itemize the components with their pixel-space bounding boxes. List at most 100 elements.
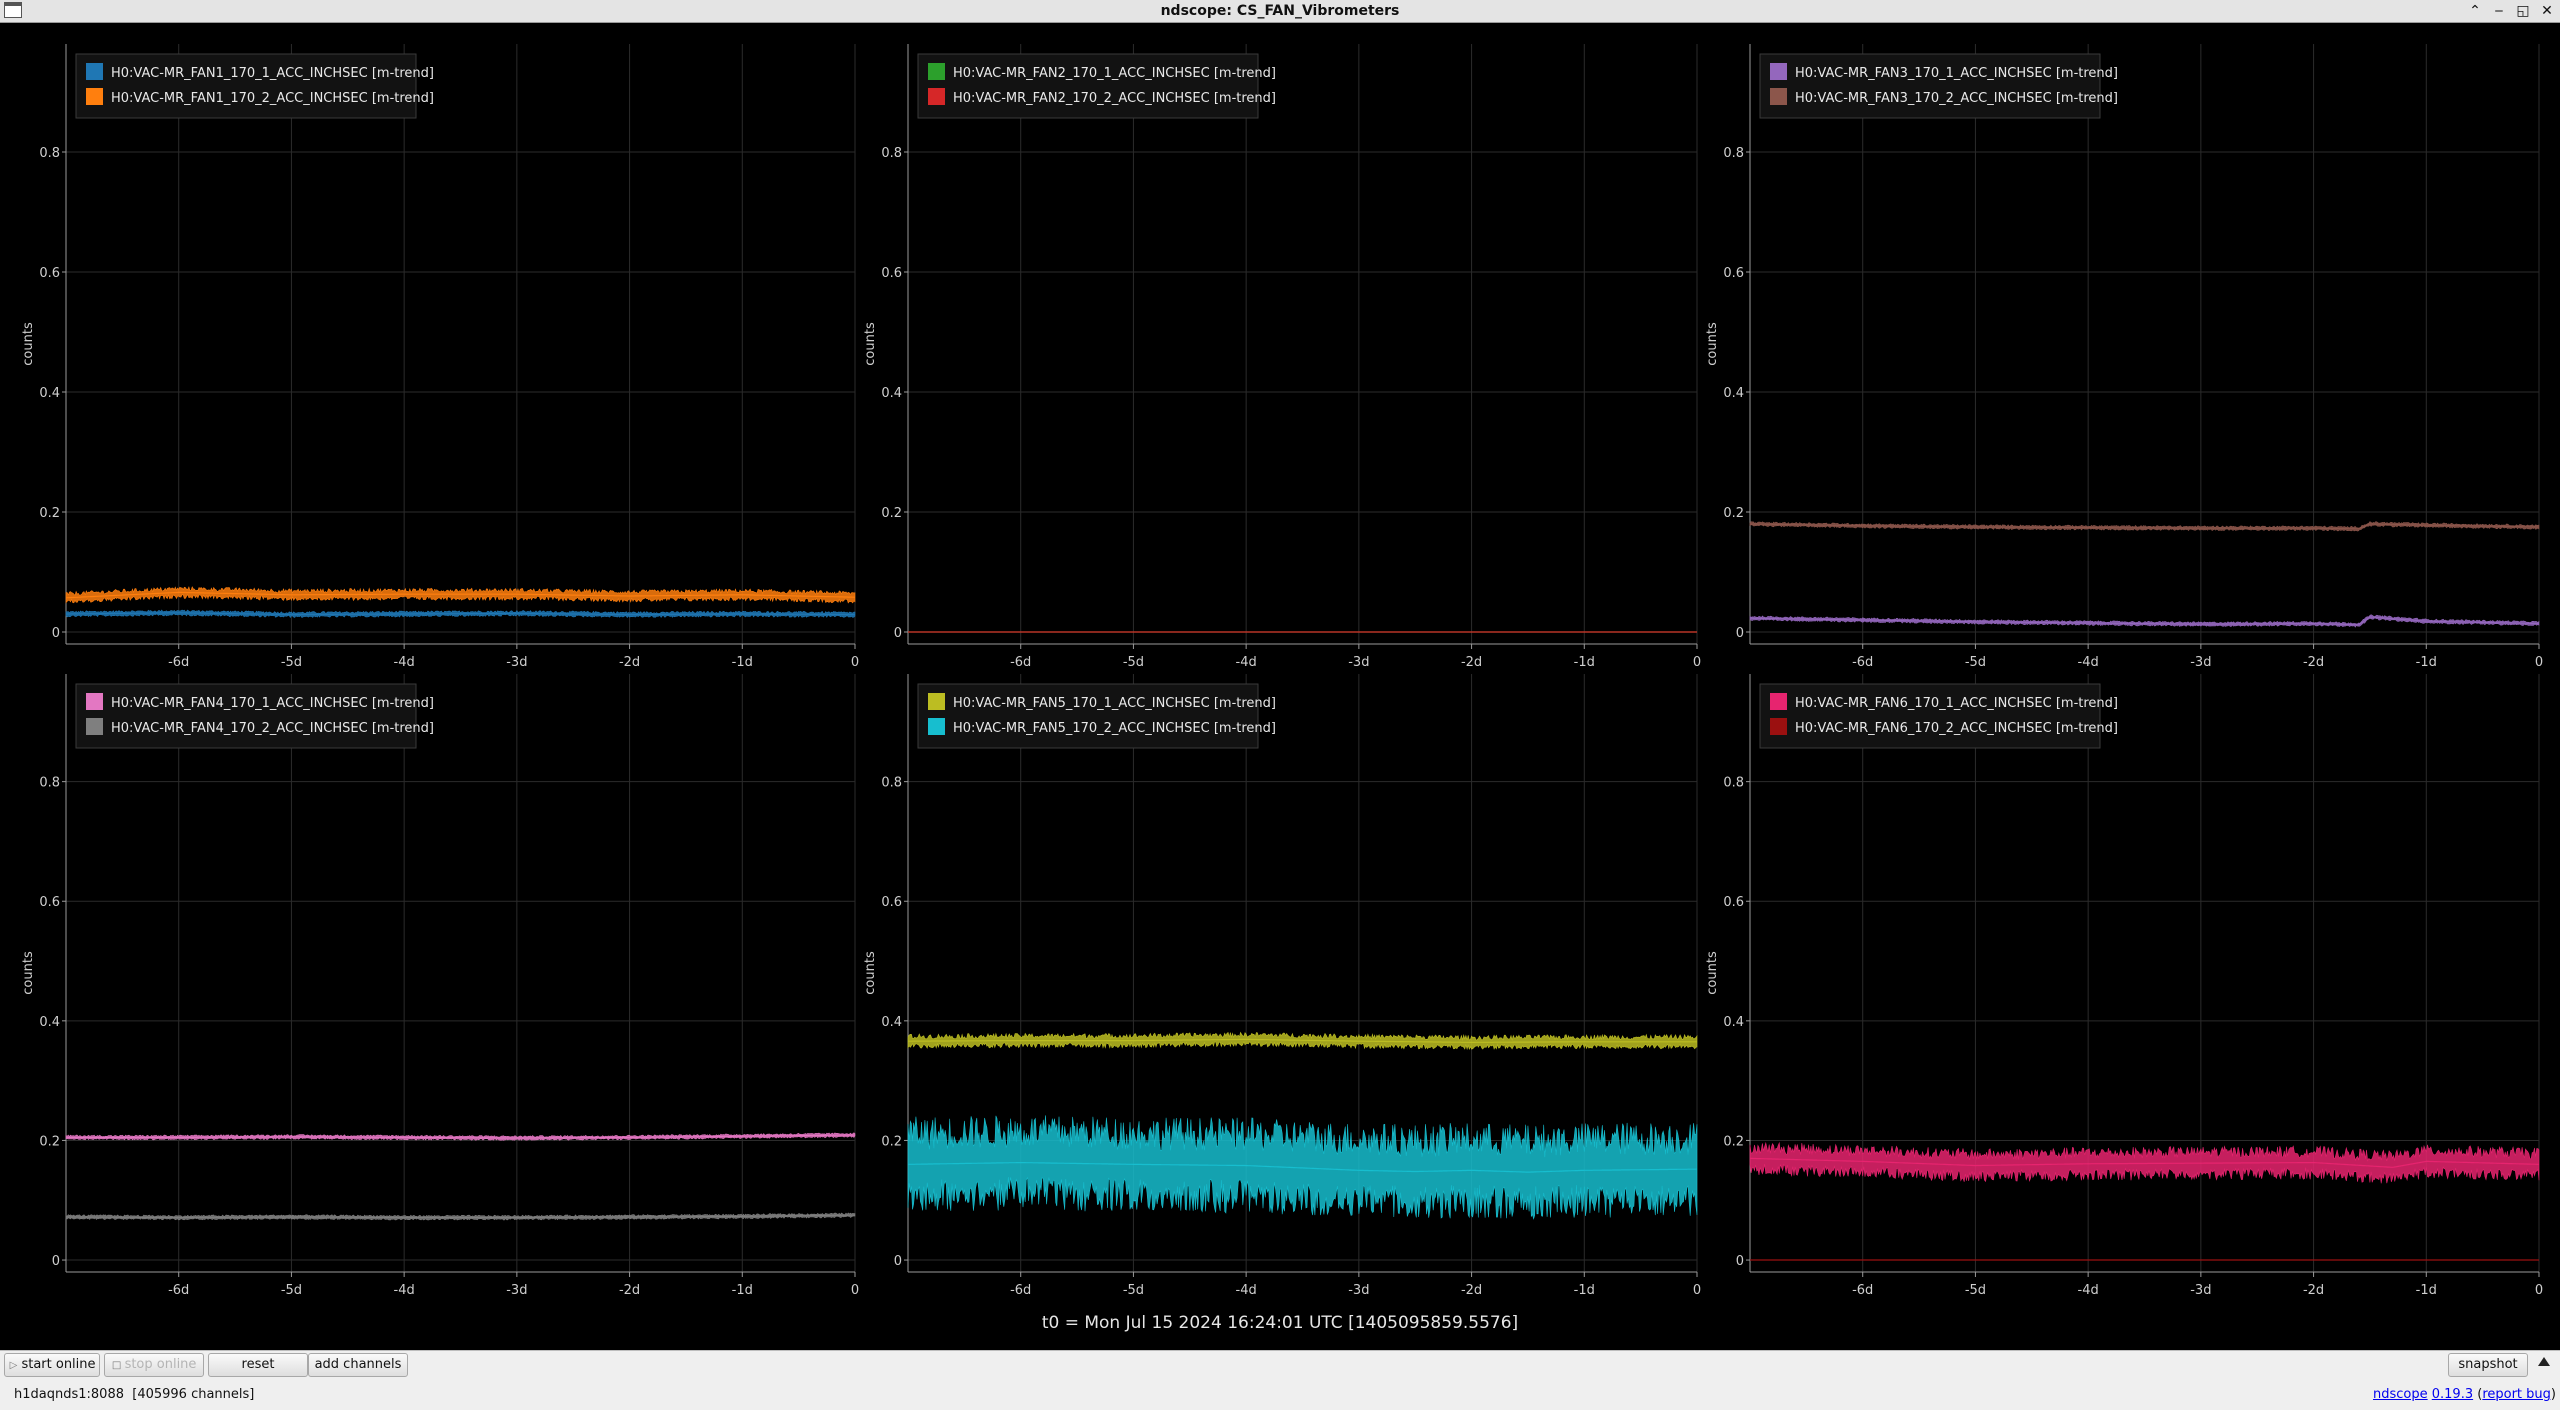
x-tick-label: -1d bbox=[1574, 1283, 1595, 1298]
x-tick-label: -6d bbox=[1852, 1283, 1873, 1298]
y-tick-label: 0.8 bbox=[1723, 776, 1744, 791]
plot-grid: 0 0.2 0.4 0.6 0.8 -6d -5d -4d -3d -2d -1d 0 counts H0… bbox=[21, 44, 2543, 1298]
stop-online-button[interactable]: □ stop online bbox=[104, 1353, 204, 1377]
x-tick-label: 0 bbox=[2535, 655, 2543, 670]
start-online-button[interactable]: ▷ start online bbox=[4, 1353, 100, 1377]
ndscope-link[interactable]: ndscope bbox=[2372, 1387, 2428, 1402]
stop-online-label: stop online bbox=[124, 1357, 197, 1372]
legend-swatch-1 bbox=[86, 693, 103, 710]
x-tick-label: -3d bbox=[1348, 1283, 1369, 1298]
x-tick-label: -2d bbox=[619, 1283, 640, 1298]
report-paren-open: ( bbox=[2477, 1387, 2483, 1402]
start-online-label: start online bbox=[21, 1357, 96, 1372]
legend-swatch-2 bbox=[928, 718, 945, 735]
series-line-1 bbox=[1750, 1157, 2540, 1168]
series-line-2 bbox=[1750, 523, 2539, 530]
x-tick-label: -6d bbox=[1852, 655, 1873, 670]
snapshot-button[interactable]: snapshot bbox=[2448, 1353, 2528, 1377]
x-tick-label: 0 bbox=[2535, 1283, 2543, 1298]
x-tick-label: -2d bbox=[1461, 655, 1482, 670]
legend-box bbox=[75, 53, 417, 119]
y-tick-label: 0 bbox=[52, 1254, 60, 1269]
x-tick-label: -1d bbox=[732, 1283, 753, 1298]
plot-area bbox=[66, 674, 855, 1272]
y-tick-label: 0.2 bbox=[39, 1134, 60, 1149]
y-tick-label: 0.8 bbox=[881, 776, 902, 791]
y-tick-label: 0.2 bbox=[39, 506, 60, 521]
plot-area bbox=[908, 44, 1697, 644]
legend-box bbox=[1759, 53, 2101, 119]
x-tick-label: -5d bbox=[1123, 655, 1144, 670]
legend-entry-1: H0:VAC-MR_FAN1_170_1_ACC_INCHSEC [m-tren… bbox=[111, 66, 434, 81]
y-tick-label: 0.4 bbox=[881, 1015, 902, 1030]
y-tick-label: 0 bbox=[1736, 1254, 1744, 1269]
legend-entry-2: H0:VAC-MR_FAN1_170_2_ACC_INCHSEC [m-tren… bbox=[111, 91, 434, 106]
app-window-icon bbox=[4, 2, 22, 18]
series-line-1 bbox=[1750, 616, 2539, 626]
legend-swatch-1 bbox=[928, 693, 945, 710]
x-tick-label: -3d bbox=[506, 655, 527, 670]
x-tick-label: -1d bbox=[2416, 655, 2437, 670]
play-icon: ▷ bbox=[9, 1360, 18, 1371]
y-tick-label: 0.8 bbox=[881, 146, 902, 161]
window-controls: ⌃ ‒ ◱ ✕ bbox=[2468, 0, 2554, 22]
y-axis-label: counts bbox=[863, 951, 878, 995]
x-tick-label: -4d bbox=[1236, 1283, 1257, 1298]
x-tick-label: -3d bbox=[2190, 1283, 2211, 1298]
y-axis-label: counts bbox=[863, 322, 878, 366]
legend-swatch-1 bbox=[1770, 63, 1787, 80]
legend-box bbox=[75, 683, 417, 749]
reset-label: reset bbox=[241, 1357, 275, 1372]
window-titlebar: ndscope: CS_FAN_Vibrometers ⌃ ‒ ◱ ✕ bbox=[0, 0, 2560, 23]
x-tick-label: -6d bbox=[1010, 1283, 1031, 1298]
add-channels-button[interactable]: add channels bbox=[308, 1353, 408, 1377]
series-band-2 bbox=[907, 1115, 1698, 1220]
version-link[interactable]: 0.19.3 bbox=[2431, 1387, 2474, 1402]
x-tick-label: -3d bbox=[1348, 655, 1369, 670]
y-tick-label: 0.8 bbox=[39, 146, 60, 161]
window-title: ndscope: CS_FAN_Vibrometers bbox=[1160, 3, 1400, 19]
snapshot-label: snapshot bbox=[2458, 1357, 2518, 1372]
stop-icon: □ bbox=[111, 1360, 122, 1371]
legend-entry-2: H0:VAC-MR_FAN4_170_2_ACC_INCHSEC [m-tren… bbox=[111, 721, 434, 736]
y-axis-label: counts bbox=[1705, 951, 1720, 995]
x-tick-label: -1d bbox=[732, 655, 753, 670]
keep-above-icon[interactable]: ⌃ bbox=[2469, 3, 2481, 19]
y-tick-label: 0.2 bbox=[1723, 506, 1744, 521]
legend-box bbox=[917, 53, 1259, 119]
x-tick-label: -5d bbox=[1965, 655, 1986, 670]
close-icon[interactable]: ✕ bbox=[2541, 3, 2553, 19]
legend-entry-1: H0:VAC-MR_FAN2_170_1_ACC_INCHSEC [m-tren… bbox=[953, 66, 1276, 81]
x-tick-label: -2d bbox=[2303, 1283, 2324, 1298]
x-tick-label: 0 bbox=[851, 1283, 859, 1298]
maximize-icon[interactable]: ◱ bbox=[2516, 3, 2530, 19]
plot-panel-6: 0 0.2 0.4 0.6 0.8 -6d -5d -4d -3d -2d -1d 0 counts H0… bbox=[1705, 674, 2543, 1298]
legend-swatch-2 bbox=[928, 88, 945, 105]
x-tick-label: -2d bbox=[2303, 655, 2324, 670]
x-tick-label: -5d bbox=[1965, 1283, 1986, 1298]
y-axis-label: counts bbox=[1705, 322, 1720, 366]
x-tick-label: -6d bbox=[1010, 655, 1031, 670]
legend-swatch-1 bbox=[928, 63, 945, 80]
series-band-2 bbox=[65, 586, 856, 604]
legend-swatch-2 bbox=[1770, 88, 1787, 105]
y-tick-label: 0.4 bbox=[881, 386, 902, 401]
legend-entry-2: H0:VAC-MR_FAN5_170_2_ACC_INCHSEC [m-tren… bbox=[953, 721, 1276, 736]
y-tick-label: 0.6 bbox=[1723, 895, 1744, 910]
y-tick-label: 0.6 bbox=[881, 895, 902, 910]
minimize-icon[interactable]: ‒ bbox=[2494, 3, 2504, 19]
y-tick-label: 0.4 bbox=[1723, 1015, 1744, 1030]
x-tick-label: 0 bbox=[1693, 655, 1701, 670]
x-tick-label: -5d bbox=[1123, 1283, 1144, 1298]
expand-arrow-icon[interactable] bbox=[2538, 1357, 2550, 1366]
reset-button[interactable]: reset bbox=[208, 1353, 308, 1377]
report-paren-close: ) bbox=[2550, 1387, 2556, 1402]
y-axis-label: counts bbox=[21, 951, 36, 995]
series-line-1 bbox=[66, 612, 855, 616]
x-tick-label: -1d bbox=[2416, 1283, 2437, 1298]
x-tick-label: -3d bbox=[506, 1283, 527, 1298]
legend-swatch-2 bbox=[86, 718, 103, 735]
legend-entry-2: H0:VAC-MR_FAN6_170_2_ACC_INCHSEC [m-tren… bbox=[1795, 721, 2118, 736]
report-bug-link[interactable]: report bug bbox=[2482, 1387, 2551, 1402]
series-line-2 bbox=[66, 1214, 855, 1219]
